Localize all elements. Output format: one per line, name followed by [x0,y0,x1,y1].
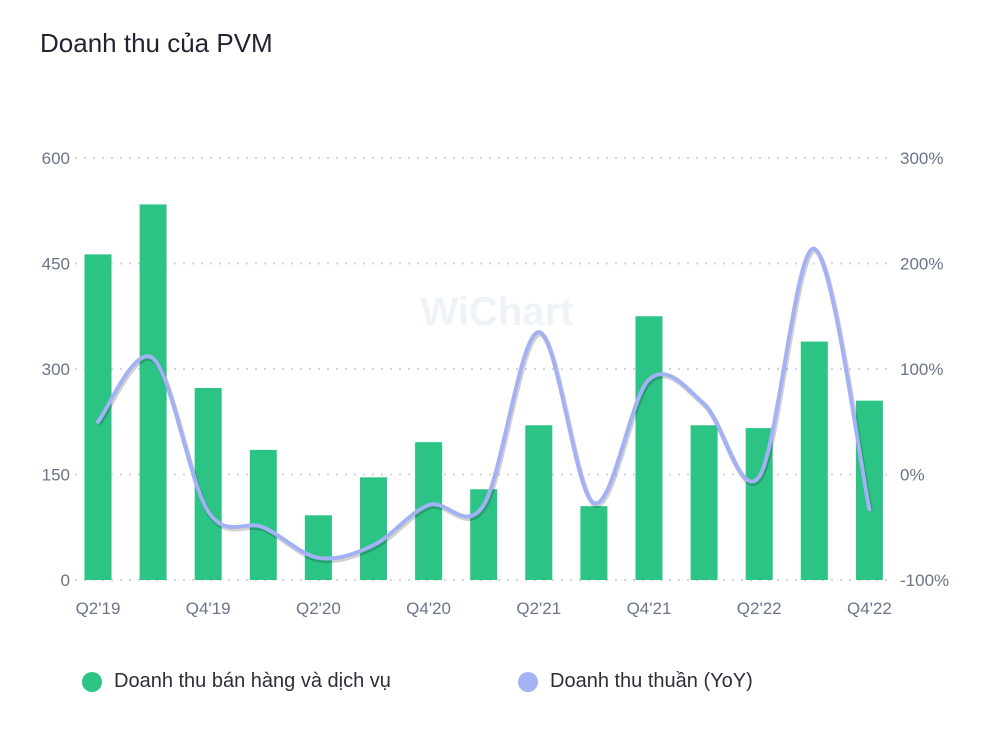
legend-label: Doanh thu bán hàng và dịch vụ [114,670,391,692]
x-axis-tick: Q2'22 [737,599,782,618]
bar [800,341,828,580]
bar [139,204,167,581]
right-axis-tick: 100% [900,360,943,379]
left-axis-tick: 300 [42,360,70,379]
left-axis-tick: 0 [61,571,70,590]
x-axis-tick: Q4'19 [186,599,231,618]
left-axis-tick: 150 [42,466,70,485]
bar [304,515,332,580]
x-axis-tick: Q2'19 [76,599,121,618]
x-axis-tick: Q4'22 [847,599,892,618]
right-axis-tick: 200% [900,255,943,274]
x-axis-tick: Q2'21 [516,599,561,618]
bar [855,400,883,580]
bar [360,477,387,580]
watermark-logo: WiChart [421,290,574,334]
legend-item-yoy[interactable]: Doanh thu thuần (YoY) [518,670,753,693]
right-axis-tick: 0% [900,466,925,485]
left-axis-tick: 450 [42,255,70,274]
x-axis-tick: Q4'21 [627,599,672,618]
bar [635,316,663,580]
legend-dot-blue-icon [518,671,538,692]
bar [84,254,112,580]
yoy-line [96,246,872,561]
bar [580,506,608,580]
bar [525,425,553,580]
legend-label: Doanh thu thuần (YoY) [550,670,753,692]
x-axis-tick: Q2'20 [296,599,341,618]
right-axis-tick: 300% [900,149,943,168]
chart-title: Doanh thu của PVM [40,28,273,58]
right-axis-tick: -100% [900,571,949,590]
left-axis-tick: 600 [42,149,70,168]
bar [249,449,277,580]
bar [690,425,718,580]
x-axis-tick: Q4'20 [406,599,451,618]
legend-item-revenue[interactable]: Doanh thu bán hàng và dịch vụ [82,670,391,693]
bar [194,387,222,580]
legend-dot-green-icon [82,671,102,692]
